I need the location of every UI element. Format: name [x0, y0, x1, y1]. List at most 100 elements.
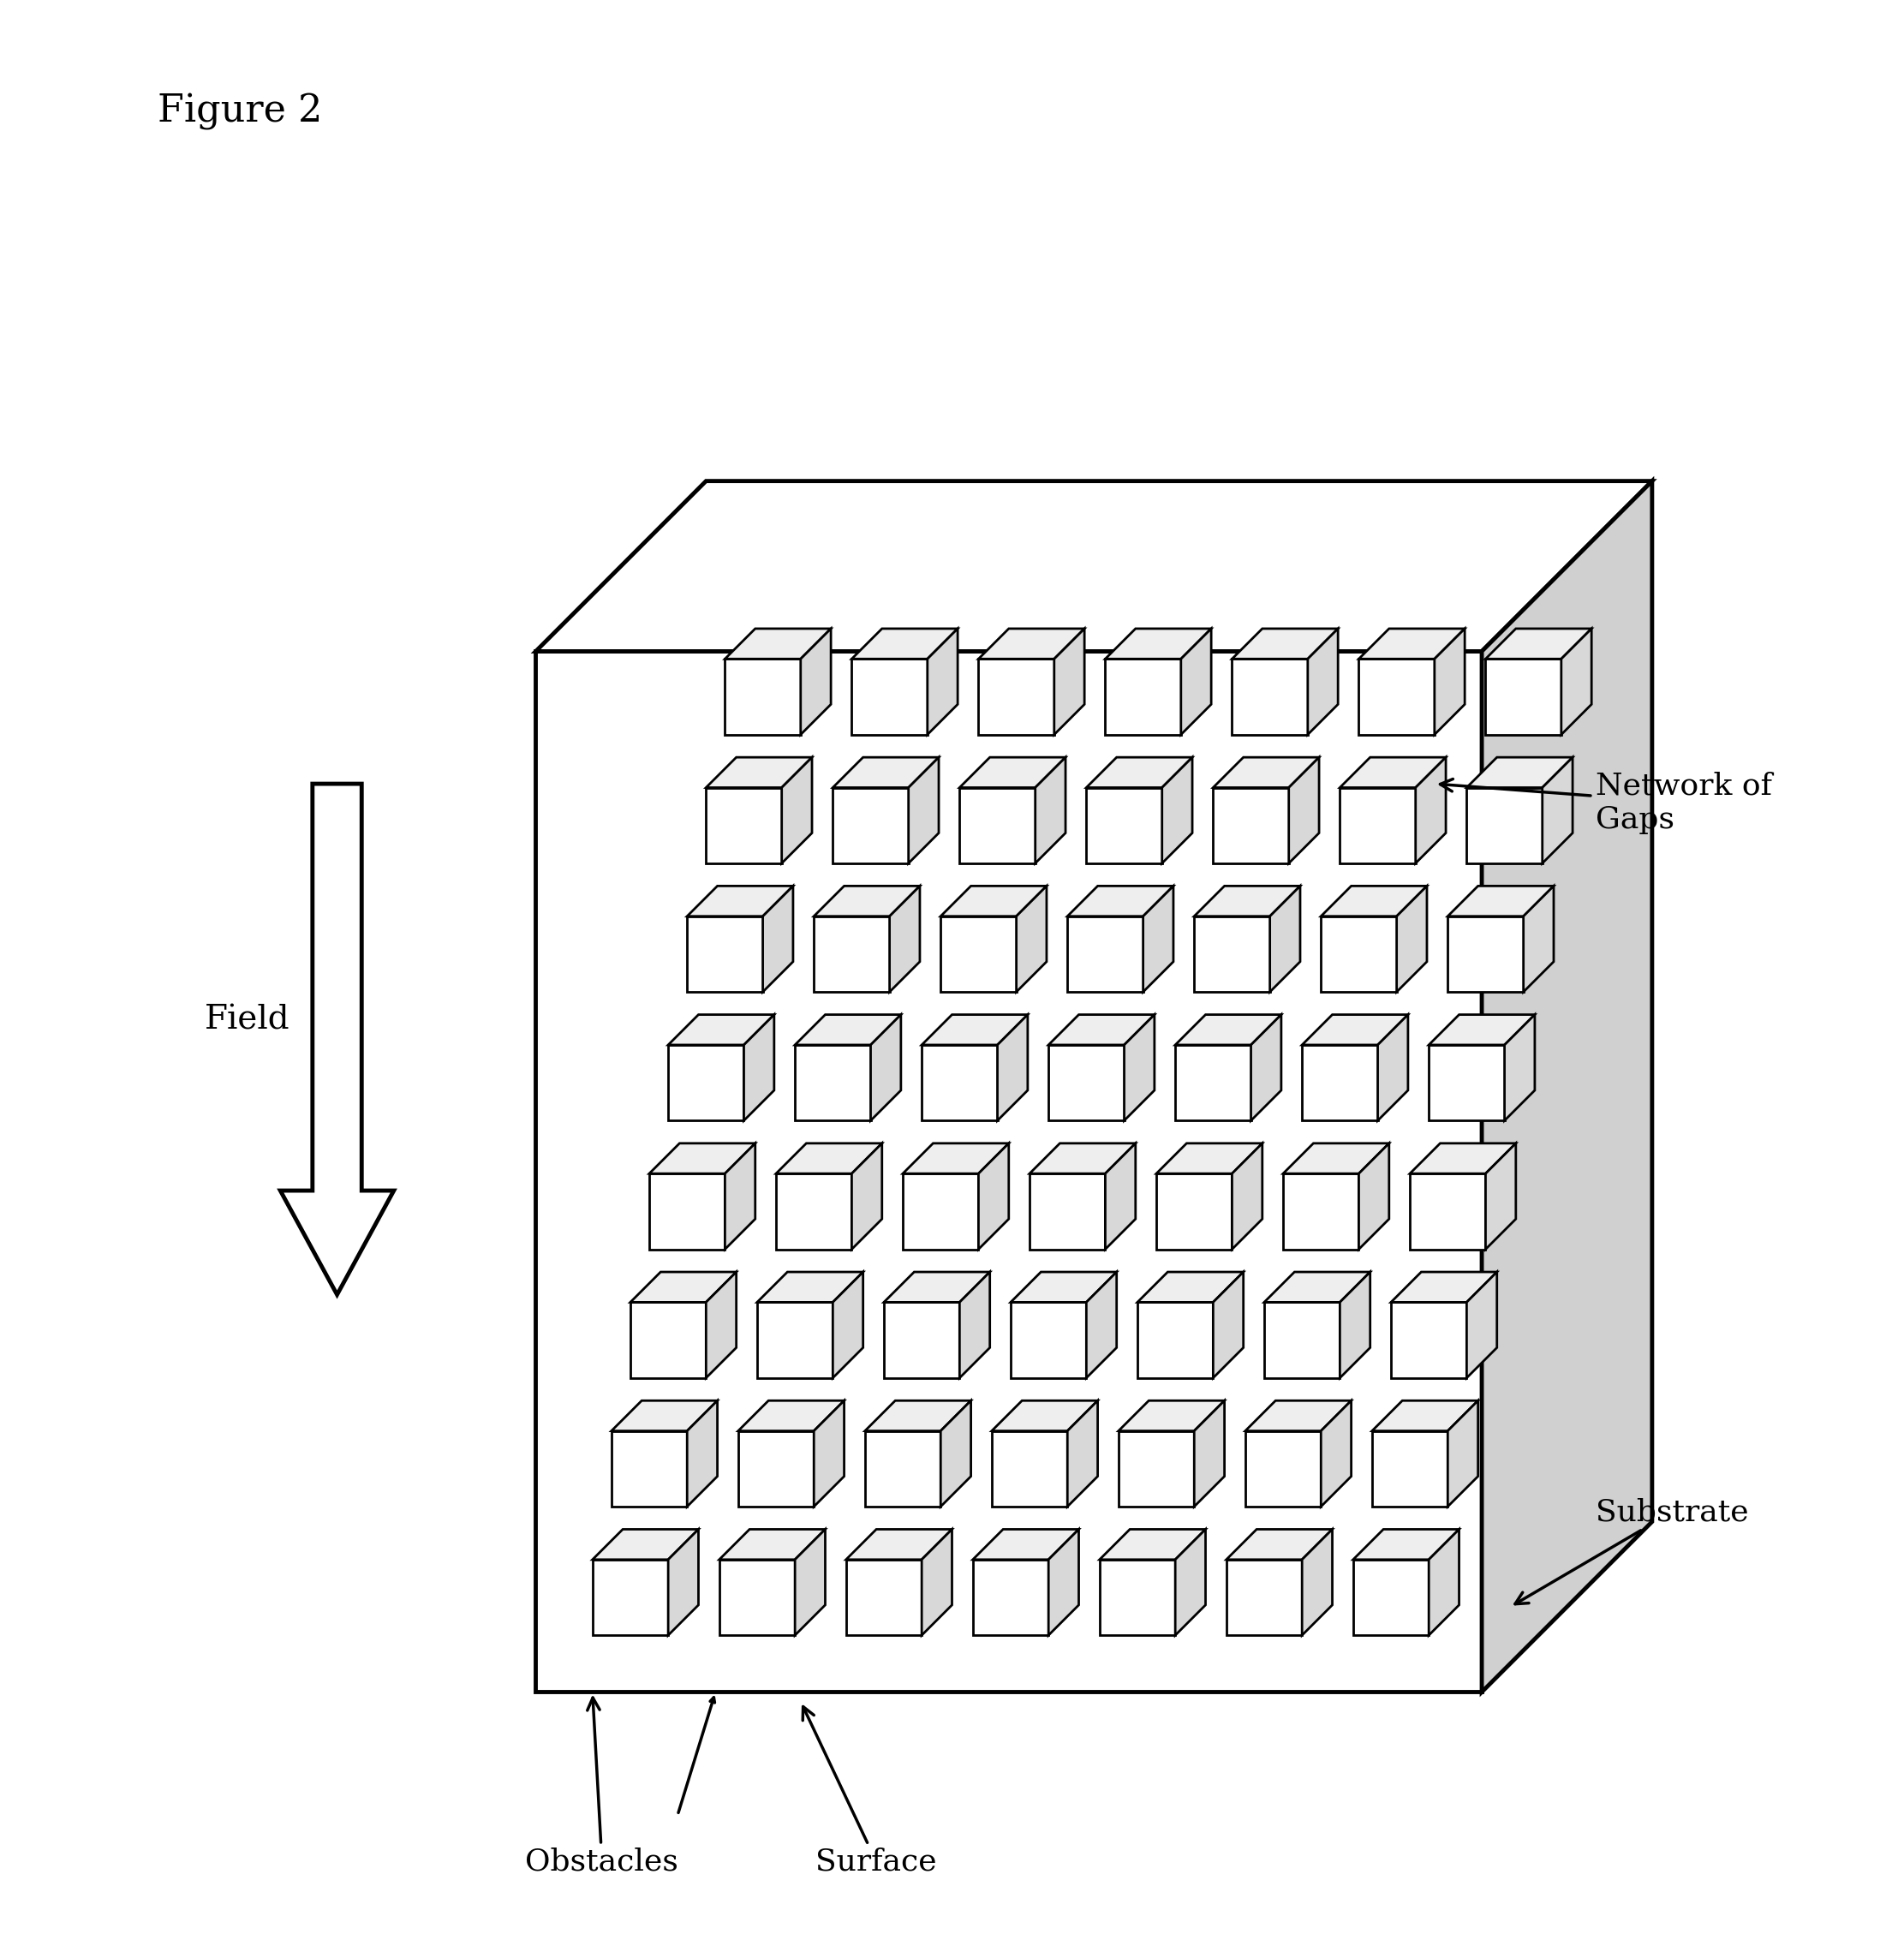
Polygon shape — [1251, 1014, 1281, 1121]
Polygon shape — [973, 1559, 1049, 1635]
Polygon shape — [668, 1014, 775, 1045]
Polygon shape — [535, 652, 1481, 1691]
Polygon shape — [725, 660, 800, 734]
Polygon shape — [1485, 1144, 1516, 1249]
Polygon shape — [1123, 1014, 1154, 1121]
Polygon shape — [1049, 1014, 1154, 1045]
Polygon shape — [813, 917, 889, 992]
Polygon shape — [630, 1302, 706, 1378]
Polygon shape — [845, 1530, 952, 1559]
Polygon shape — [1137, 1302, 1213, 1378]
Polygon shape — [851, 1144, 882, 1249]
Polygon shape — [1049, 1045, 1123, 1121]
Polygon shape — [1321, 885, 1426, 917]
Polygon shape — [960, 788, 1036, 864]
Polygon shape — [1504, 1014, 1535, 1121]
Polygon shape — [668, 1045, 744, 1121]
Polygon shape — [1302, 1045, 1378, 1121]
Polygon shape — [1030, 1144, 1135, 1173]
Polygon shape — [832, 1273, 863, 1378]
Polygon shape — [1104, 660, 1180, 734]
Polygon shape — [1354, 1530, 1458, 1559]
Polygon shape — [1142, 885, 1173, 992]
Polygon shape — [744, 1014, 775, 1121]
Polygon shape — [1156, 1144, 1262, 1173]
Polygon shape — [592, 1559, 668, 1635]
Polygon shape — [739, 1430, 813, 1506]
Polygon shape — [1392, 1302, 1466, 1378]
Polygon shape — [1428, 1530, 1458, 1635]
Polygon shape — [687, 917, 764, 992]
Polygon shape — [611, 1430, 687, 1506]
Polygon shape — [1428, 1014, 1535, 1045]
Polygon shape — [1561, 629, 1592, 734]
Polygon shape — [796, 1045, 870, 1121]
Polygon shape — [1226, 1559, 1302, 1635]
Polygon shape — [1118, 1401, 1224, 1430]
Polygon shape — [1226, 1530, 1333, 1559]
Polygon shape — [1466, 788, 1542, 864]
Polygon shape — [796, 1530, 824, 1635]
Polygon shape — [1213, 1273, 1243, 1378]
Polygon shape — [1321, 917, 1398, 992]
Polygon shape — [1118, 1430, 1194, 1506]
Polygon shape — [927, 629, 958, 734]
Polygon shape — [1175, 1045, 1251, 1121]
Polygon shape — [1354, 1559, 1428, 1635]
Polygon shape — [725, 1144, 756, 1249]
Polygon shape — [1245, 1430, 1321, 1506]
Polygon shape — [687, 885, 794, 917]
Polygon shape — [1232, 1144, 1262, 1249]
Polygon shape — [739, 1401, 843, 1430]
Polygon shape — [1087, 1273, 1116, 1378]
Polygon shape — [1104, 629, 1211, 660]
Polygon shape — [979, 629, 1085, 660]
Polygon shape — [720, 1559, 796, 1635]
Polygon shape — [1308, 629, 1339, 734]
Polygon shape — [649, 1144, 756, 1173]
Polygon shape — [979, 660, 1055, 734]
Polygon shape — [902, 1173, 979, 1249]
Polygon shape — [1213, 757, 1319, 788]
Polygon shape — [649, 1173, 725, 1249]
Polygon shape — [1264, 1273, 1371, 1302]
Polygon shape — [777, 1173, 851, 1249]
Polygon shape — [1359, 629, 1464, 660]
Text: Figure 2: Figure 2 — [158, 93, 322, 130]
Polygon shape — [813, 1401, 843, 1506]
Polygon shape — [883, 1302, 960, 1378]
Polygon shape — [1321, 1401, 1352, 1506]
Polygon shape — [870, 1014, 901, 1121]
Polygon shape — [845, 1559, 922, 1635]
Polygon shape — [1011, 1273, 1116, 1302]
Polygon shape — [783, 757, 811, 864]
Polygon shape — [1087, 788, 1161, 864]
Polygon shape — [1101, 1530, 1205, 1559]
Polygon shape — [998, 1014, 1028, 1121]
Polygon shape — [1340, 788, 1415, 864]
Polygon shape — [1378, 1014, 1407, 1121]
Polygon shape — [960, 757, 1066, 788]
Polygon shape — [1011, 1302, 1087, 1378]
Polygon shape — [973, 1530, 1080, 1559]
Polygon shape — [1194, 885, 1300, 917]
Polygon shape — [1485, 629, 1592, 660]
Polygon shape — [979, 1144, 1009, 1249]
Polygon shape — [1447, 917, 1523, 992]
Polygon shape — [851, 660, 927, 734]
Polygon shape — [922, 1045, 998, 1121]
Polygon shape — [1434, 629, 1464, 734]
Polygon shape — [851, 629, 958, 660]
Polygon shape — [1428, 1045, 1504, 1121]
Polygon shape — [922, 1530, 952, 1635]
Polygon shape — [1101, 1559, 1175, 1635]
Polygon shape — [800, 629, 830, 734]
Polygon shape — [941, 885, 1047, 917]
Polygon shape — [889, 885, 920, 992]
Polygon shape — [1030, 1173, 1104, 1249]
Polygon shape — [668, 1530, 699, 1635]
Polygon shape — [1302, 1530, 1333, 1635]
Polygon shape — [1523, 885, 1554, 992]
Polygon shape — [992, 1430, 1068, 1506]
Polygon shape — [706, 757, 811, 788]
